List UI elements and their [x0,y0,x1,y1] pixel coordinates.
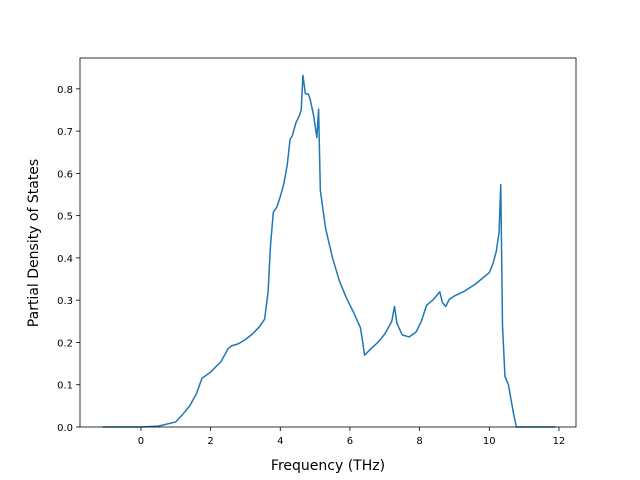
y-tick-label: 0.5 [57,212,73,223]
data-line [102,74,556,428]
x-tick-label: 4 [277,436,283,447]
y-tick-label: 0.6 [57,169,73,180]
x-tick-label: 10 [483,436,496,447]
y-tick-label: 0.2 [57,338,73,349]
y-tick-label: 0.8 [57,85,73,96]
y-tick-label: 0.4 [57,254,73,265]
y-tick-label: 0.3 [57,296,73,307]
y-tick-label: 0.1 [57,381,73,392]
x-tick-label: 6 [347,436,353,447]
x-tick-label: 2 [207,436,213,447]
x-tick-label: 0 [138,436,144,447]
y-tick-label: 0.0 [57,423,73,434]
x-tick-label: 12 [553,436,566,447]
x-axis-label: Frequency (THz) [271,458,385,474]
plot-frame [79,57,577,428]
y-tick-label: 0.7 [57,127,73,138]
x-tick-label: 8 [416,436,422,447]
y-axis-label: Partial Density of States [26,159,42,327]
